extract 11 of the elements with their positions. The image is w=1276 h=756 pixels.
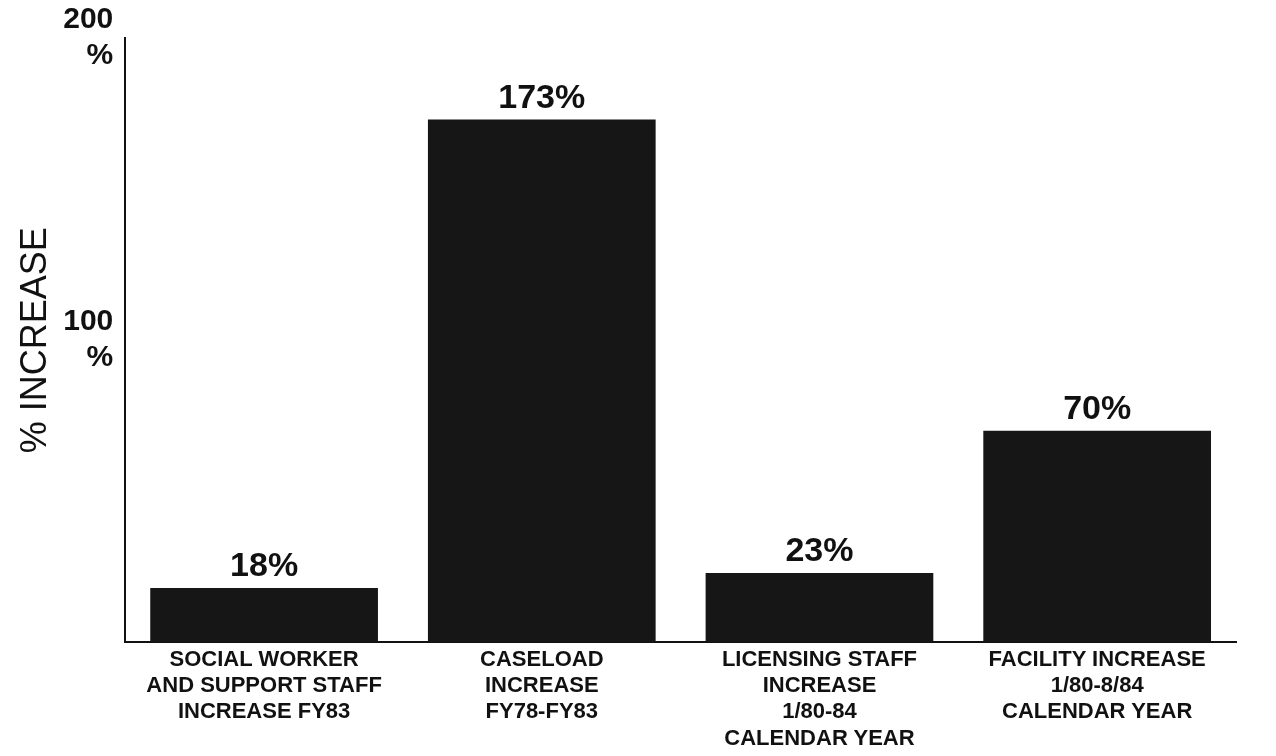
y-tick-label: 100 % <box>63 303 114 373</box>
y-axis-title: % INCREASE <box>12 227 54 454</box>
data-label: 70% <box>1063 388 1132 427</box>
y-tick-label: 200 % <box>63 1 114 71</box>
x-tick-label: CASELOAD INCREASE FY78-FY83 <box>480 645 604 724</box>
data-label: 23% <box>785 530 854 569</box>
x-tick-label: SOCIAL WORKER AND SUPPORT STAFF INCREASE FY83 <box>146 645 382 724</box>
x-tick-label: FACILITY INCREASE 1/80-8/84 CALENDAR YEAR <box>988 645 1206 724</box>
data-label: 173% <box>498 76 586 115</box>
x-tick-label: LICENSING STAFF INCREASE 1/80-84 CALENDAR YEAR <box>721 645 918 750</box>
data-label: 18% <box>230 545 299 584</box>
